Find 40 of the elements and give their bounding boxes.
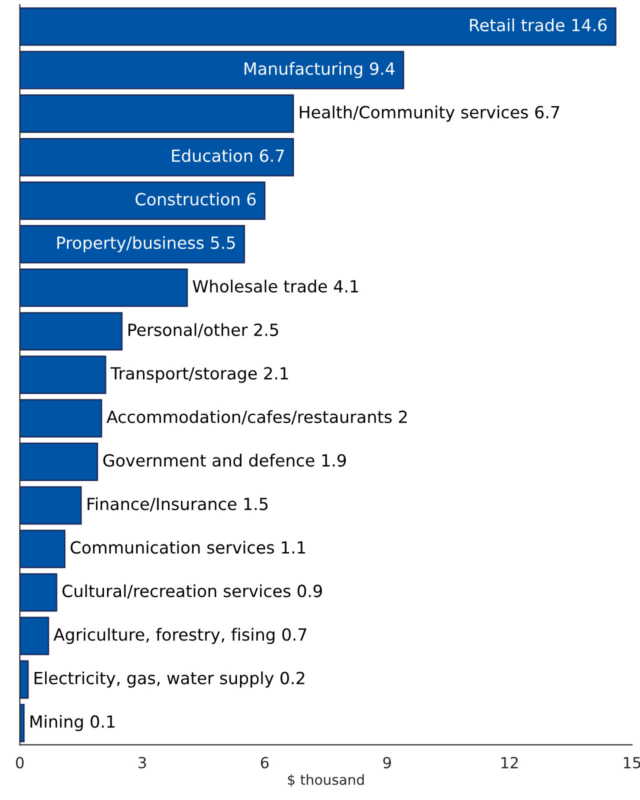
x-tick-label: 3 (138, 756, 146, 768)
bar (20, 7, 616, 46)
y-tick-label: Communication services 1.1 (70, 540, 306, 554)
bar (20, 50, 404, 90)
y-tick-label: Mining 0.1 (30, 714, 115, 732)
x-tick-label: 9 (383, 756, 391, 768)
y-tick-label: Transport/storage 2.1 (110, 367, 288, 383)
bar (20, 268, 188, 307)
x-tick-label: 0 (16, 756, 24, 768)
y-tick-label: Property/business 5.5 (57, 236, 235, 252)
y-tick-label: Finance/Insurance 1.5 (88, 497, 268, 512)
bar (20, 660, 29, 699)
bar (20, 399, 102, 438)
x-axis-title: $ thousand (288, 774, 364, 787)
x-tick-label: 12 (502, 756, 518, 768)
bar (20, 530, 66, 568)
y-tick-label: Government and defence 1.9 (103, 454, 346, 467)
bar (20, 312, 123, 350)
y-tick-label: Manufacturing 9.4 (244, 62, 395, 78)
y-tick-label: Construction 6 (136, 192, 256, 206)
y-tick-label: Education 6.7 (172, 149, 284, 162)
bar (20, 94, 294, 133)
y-tick-label: Retail trade 14.6 (470, 18, 607, 32)
bar (20, 616, 50, 656)
y-tick-label: Personal/other 2.5 (128, 323, 278, 338)
x-tick-label: 6 (260, 756, 269, 768)
bar (20, 573, 58, 612)
x-tick-label: 15 (624, 757, 640, 768)
bar (20, 442, 98, 482)
y-tick-label: Wholesale trade 4.1 (192, 280, 358, 293)
bar (20, 225, 245, 264)
bar (20, 356, 106, 394)
y-tick-label: Health/Community services 6.7 (300, 106, 560, 122)
y-tick-label: Cultural/recreation services 0.9 (62, 584, 322, 599)
bar (20, 138, 294, 176)
bar (20, 486, 82, 525)
y-tick-label: Electricity, gas, water supply 0.2 (34, 671, 304, 688)
bar (20, 181, 266, 220)
y-tick-label: Accommodation/cafes/restaurants 2 (106, 410, 407, 424)
y-tick-label: Agriculture, forestry, fising 0.7 (54, 628, 306, 644)
